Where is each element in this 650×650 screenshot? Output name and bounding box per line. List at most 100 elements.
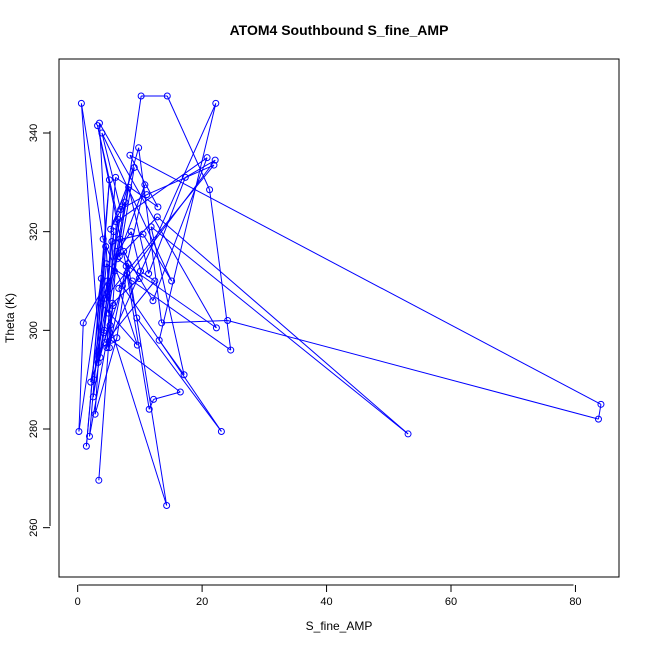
data-point xyxy=(597,400,605,408)
data-point xyxy=(77,99,85,107)
series-segment xyxy=(597,404,602,420)
series-segment xyxy=(129,154,159,208)
series-segment xyxy=(166,95,211,190)
series-segment xyxy=(104,270,115,299)
x-axis-label: S_fine_AMP xyxy=(306,619,373,633)
data-point xyxy=(89,393,97,401)
y-tick-label: 340 xyxy=(28,124,40,142)
series-segment xyxy=(98,325,111,481)
data-point xyxy=(112,173,120,181)
data-point xyxy=(104,277,112,285)
data-point xyxy=(101,294,109,302)
series-segment xyxy=(108,251,118,348)
data-point xyxy=(97,275,105,283)
data-point xyxy=(113,247,121,255)
series-segment xyxy=(150,226,409,435)
series-segment xyxy=(116,231,132,252)
data-point xyxy=(145,405,153,413)
data-point xyxy=(82,442,90,450)
x-tick-label: 0 xyxy=(75,596,81,608)
series-segment xyxy=(93,206,123,380)
series-segment xyxy=(128,187,150,274)
data-point xyxy=(112,218,120,226)
data-point xyxy=(155,336,163,344)
data-point xyxy=(128,277,136,285)
data-point xyxy=(181,173,189,181)
series-segment xyxy=(185,159,216,178)
series-segment xyxy=(142,233,173,282)
data-point xyxy=(145,270,153,278)
series-segment xyxy=(125,184,146,267)
data-point xyxy=(121,198,129,206)
data-point xyxy=(107,336,115,344)
series-segment xyxy=(106,103,217,348)
y-axis-label: Theta (K) xyxy=(3,293,17,343)
data-point xyxy=(85,432,93,440)
series-segment xyxy=(82,280,108,324)
data-point xyxy=(109,299,117,307)
series-segment xyxy=(136,317,222,432)
data-point xyxy=(104,309,112,317)
y-ticks: 260 280 300 320 340 xyxy=(28,124,50,537)
series-segment xyxy=(80,103,104,240)
data-point xyxy=(102,260,110,268)
x-ticks: 0 20 40 60 80 xyxy=(75,585,582,608)
series-segment xyxy=(78,322,84,432)
data-point xyxy=(98,129,106,137)
series-segment xyxy=(158,103,217,341)
series-segment xyxy=(130,231,141,272)
data-point xyxy=(151,277,159,285)
series-segment xyxy=(106,263,133,282)
data-point xyxy=(106,321,114,329)
data-point xyxy=(206,186,214,194)
series-segment xyxy=(156,216,409,435)
data-point xyxy=(180,371,188,379)
data-point xyxy=(594,415,602,423)
chart-title: ATOM4 Southbound S_fine_AMP xyxy=(230,22,449,38)
data-point xyxy=(176,388,184,396)
data-point xyxy=(79,319,87,327)
series-segment xyxy=(158,339,185,376)
data-point xyxy=(110,228,118,236)
series-segment xyxy=(104,280,156,343)
data-point xyxy=(91,410,99,418)
data-point xyxy=(211,156,219,164)
data-point xyxy=(163,92,171,100)
data-point xyxy=(135,144,143,152)
series-segment xyxy=(127,263,168,506)
series-lines xyxy=(78,95,602,506)
series-segment xyxy=(115,176,159,208)
data-point xyxy=(137,267,145,275)
data-point xyxy=(120,247,128,255)
series-segment xyxy=(101,132,122,210)
data-point xyxy=(147,223,155,231)
series-segment xyxy=(109,325,168,506)
data-point xyxy=(139,230,147,238)
series-segment xyxy=(152,157,208,301)
data-point xyxy=(158,319,166,327)
data-point xyxy=(224,316,232,324)
data-point xyxy=(133,341,141,349)
data-point xyxy=(94,358,102,366)
x-tick-label: 60 xyxy=(445,596,457,608)
series-segment xyxy=(115,157,208,223)
series-segment xyxy=(148,177,186,274)
data-point xyxy=(115,284,123,292)
series-segment xyxy=(209,189,232,351)
data-point xyxy=(212,99,220,107)
y-tick-label: 280 xyxy=(28,420,40,438)
y-tick-label: 300 xyxy=(28,321,40,339)
series-segment xyxy=(94,337,118,415)
data-point xyxy=(95,476,103,484)
x-tick-label: 80 xyxy=(569,596,581,608)
series-segment xyxy=(119,187,130,240)
data-point xyxy=(210,161,218,169)
data-point xyxy=(126,151,134,159)
data-point xyxy=(100,329,108,337)
data-point xyxy=(105,344,113,352)
series-segment xyxy=(227,319,599,420)
data-point xyxy=(127,228,135,236)
series-segment xyxy=(99,122,217,329)
data-point xyxy=(168,277,176,285)
